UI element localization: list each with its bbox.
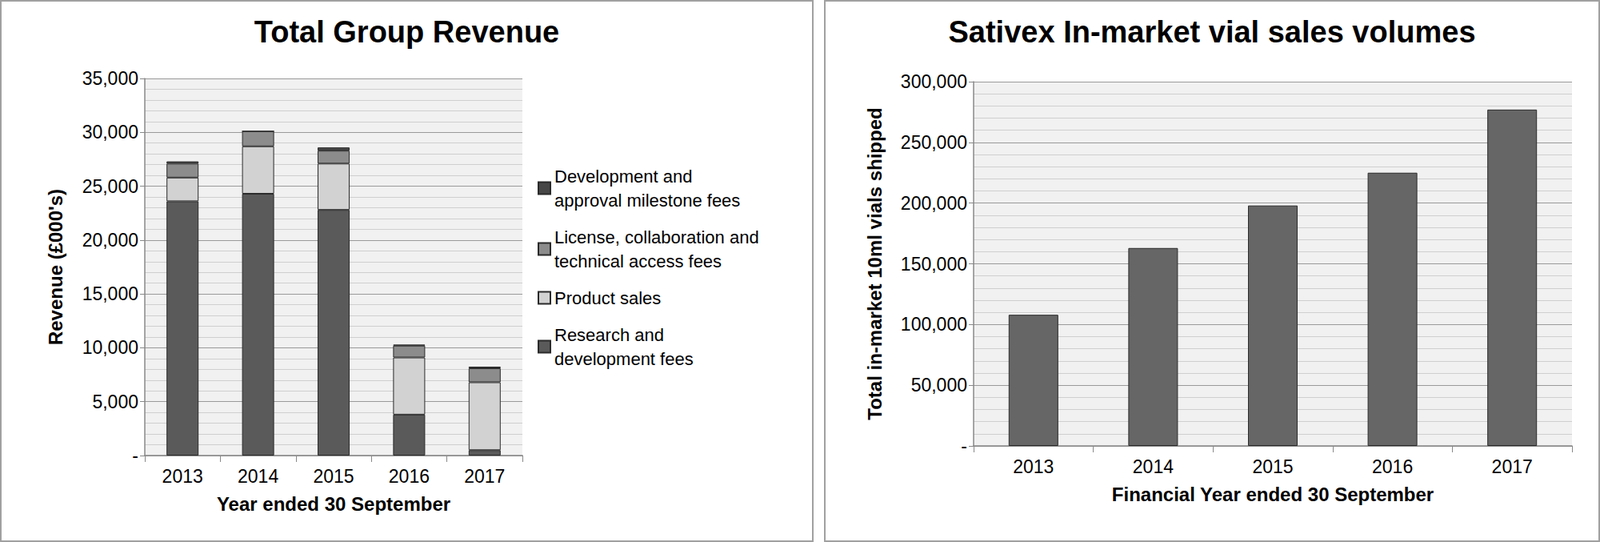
svg-text:50,000: 50,000 <box>911 374 968 396</box>
svg-text:2015: 2015 <box>1252 456 1293 477</box>
svg-text:35,000: 35,000 <box>82 68 139 89</box>
svg-text:-: - <box>960 435 968 456</box>
svg-text:Research and: Research and <box>554 324 669 345</box>
svg-text:200,000: 200,000 <box>900 192 968 214</box>
svg-text:-: - <box>132 444 139 466</box>
svg-text:technical access fees: technical access fees <box>554 251 722 272</box>
svg-text:2016: 2016 <box>1372 456 1413 477</box>
svg-text:250,000: 250,000 <box>900 132 968 153</box>
svg-text:Product sales: Product sales <box>554 288 661 308</box>
svg-text:Revenue (£000's): Revenue (£000's) <box>44 188 67 345</box>
svg-text:Financial Year ended 30 Septem: Financial Year ended 30 September <box>1112 483 1434 505</box>
svg-text:20,000: 20,000 <box>82 229 139 251</box>
svg-text:2015: 2015 <box>312 465 354 487</box>
svg-text:approval milestone fees: approval milestone fees <box>554 190 740 211</box>
svg-text:2013: 2013 <box>162 465 204 487</box>
svg-text:License, collaboration and: License, collaboration and <box>554 227 764 248</box>
svg-text:2016: 2016 <box>388 465 430 487</box>
svg-text:100,000: 100,000 <box>900 313 968 335</box>
svg-text:10,000: 10,000 <box>82 336 139 358</box>
svg-text:development fees: development fees <box>554 348 694 369</box>
svg-text:2013: 2013 <box>1012 456 1054 477</box>
svg-text:2014: 2014 <box>237 465 279 487</box>
svg-text:Total Group Revenue: Total Group Revenue <box>254 15 560 49</box>
svg-text:25,000: 25,000 <box>82 176 139 197</box>
svg-text:150,000: 150,000 <box>900 253 968 275</box>
svg-text:2017: 2017 <box>464 465 505 487</box>
svg-text:Development and: Development and <box>554 166 698 187</box>
svg-text:Sativex In-market vial sales v: Sativex In-market vial sales volumes <box>948 15 1476 49</box>
svg-text:Total in-market 10ml vials shi: Total in-market 10ml vials shipped <box>864 107 886 420</box>
svg-text:15,000: 15,000 <box>82 283 139 304</box>
svg-text:5,000: 5,000 <box>92 391 139 412</box>
svg-text:2014: 2014 <box>1132 456 1174 477</box>
svg-text:2017: 2017 <box>1492 456 1533 477</box>
svg-text:30,000: 30,000 <box>82 121 139 143</box>
svg-text:300,000: 300,000 <box>900 71 968 92</box>
svg-text:Year ended 30 September: Year ended 30 September <box>216 492 451 515</box>
